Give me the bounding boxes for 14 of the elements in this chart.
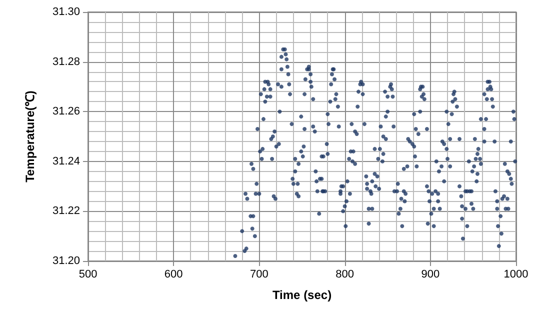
y-tick-label: 31.30 xyxy=(52,6,80,18)
y-tick-label: 31.26 xyxy=(52,106,80,118)
x-tick-label: 600 xyxy=(164,268,183,280)
x-tick-label: 700 xyxy=(250,268,268,280)
y-tick-label: 31.22 xyxy=(52,205,80,218)
x-axis-title: Time (sec) xyxy=(272,288,332,302)
y-tick-label: 31.24 xyxy=(52,155,80,168)
y-tick-label: 31.20 xyxy=(52,255,80,267)
x-tick-label: 800 xyxy=(336,268,354,280)
x-tick-label: 500 xyxy=(78,268,98,280)
x-tick-label: 1000 xyxy=(504,268,528,280)
x-tick-label: 900 xyxy=(421,268,440,280)
y-tick-label: 31.28 xyxy=(52,56,80,68)
y-axis-title: Temperature(℃) xyxy=(23,90,37,182)
